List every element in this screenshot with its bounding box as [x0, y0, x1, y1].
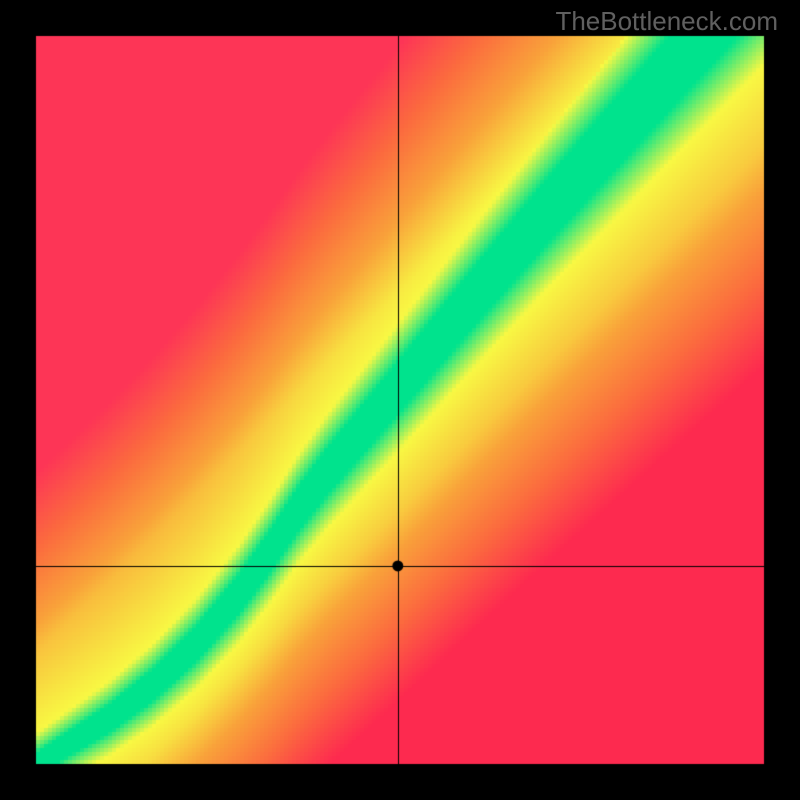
watermark-text: TheBottleneck.com — [555, 6, 778, 37]
chart-container: TheBottleneck.com — [0, 0, 800, 800]
bottleneck-heatmap — [0, 0, 800, 800]
